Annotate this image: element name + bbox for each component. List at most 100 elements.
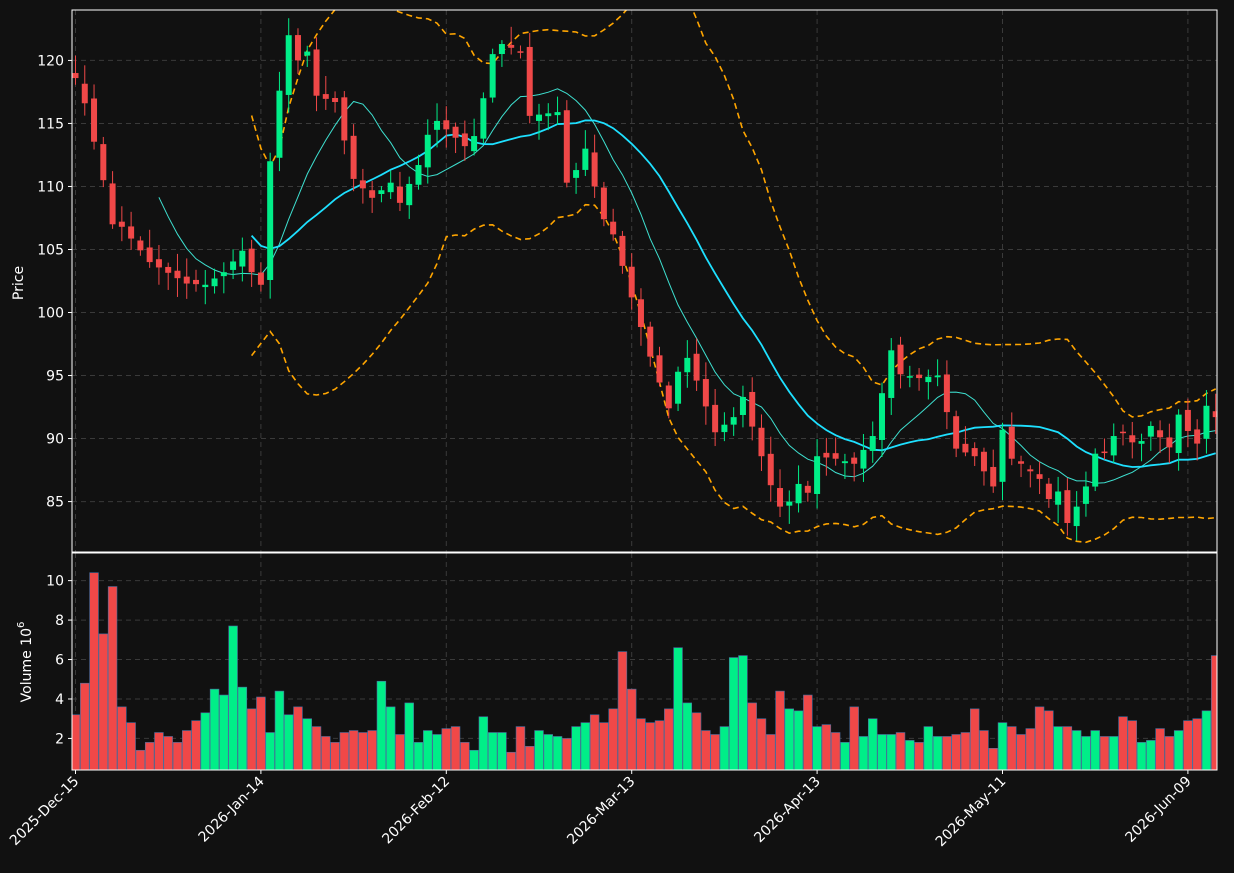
- candle-body: [100, 144, 107, 181]
- volume-bar: [766, 734, 776, 770]
- candle-body: [489, 54, 496, 98]
- volume-bar: [395, 734, 405, 770]
- volume-bar: [348, 730, 359, 770]
- volume-bar: [209, 688, 220, 770]
- candle-body: [1082, 486, 1089, 504]
- volume-bar: [246, 708, 257, 770]
- volume-bar: [117, 706, 127, 770]
- volume-bar: [877, 734, 887, 770]
- candle-body: [1203, 405, 1210, 439]
- volume-bar: [1090, 730, 1100, 770]
- volume-bar: [1155, 728, 1165, 770]
- volume-bar: [830, 732, 841, 770]
- candle-body: [906, 376, 913, 378]
- candle-body: [665, 385, 672, 409]
- volume-bar: [274, 690, 285, 770]
- volume-bar: [886, 734, 896, 770]
- volume-tick-label: 8: [55, 613, 64, 629]
- volume-bars: [72, 572, 1217, 770]
- candle-body: [721, 424, 728, 433]
- candle-body: [693, 353, 700, 381]
- candle-body: [888, 350, 895, 398]
- candle-body: [758, 427, 765, 457]
- volume-plot-area: [72, 572, 1217, 770]
- volume-tick-label: 10: [46, 574, 64, 590]
- candle-body: [415, 165, 422, 185]
- volume-bar: [219, 694, 229, 770]
- volume-bar: [932, 736, 943, 770]
- volume-bar: [182, 730, 192, 770]
- volume-bar: [1146, 740, 1156, 770]
- volume-bar: [701, 730, 711, 770]
- volume-tick-label: 6: [55, 653, 64, 669]
- candle-body: [767, 453, 774, 486]
- volume-bar: [385, 706, 396, 770]
- bollinger-upper-line: [250, 10, 1217, 418]
- volume-bar: [691, 712, 702, 770]
- volume-bar: [478, 716, 489, 770]
- candle-body: [313, 49, 320, 96]
- volume-bar: [293, 706, 303, 770]
- volume-bar: [339, 732, 350, 770]
- volume-bar: [617, 651, 628, 770]
- volume-bar: [969, 708, 980, 770]
- candles: [72, 18, 1217, 541]
- candle-body: [91, 98, 98, 142]
- candle-body: [146, 247, 153, 263]
- volume-bar: [1062, 726, 1073, 770]
- volume-bar: [107, 586, 118, 770]
- volume-bar: [1183, 720, 1193, 770]
- candle-body: [962, 443, 969, 453]
- candle-body: [545, 113, 552, 117]
- volume-bar: [719, 726, 730, 770]
- volume-bar: [793, 710, 804, 770]
- candle-body: [165, 266, 172, 273]
- volume-bar: [858, 736, 869, 770]
- volume-bar: [960, 732, 971, 770]
- price-tick-label: 115: [37, 116, 64, 132]
- candle-body: [406, 183, 413, 206]
- candle-body: [610, 221, 617, 235]
- candle-body: [1120, 431, 1127, 434]
- candle-body: [619, 235, 626, 266]
- candle-body: [452, 126, 459, 138]
- volume-bar: [126, 722, 136, 770]
- volume-bar: [497, 732, 507, 770]
- candle-body: [155, 259, 162, 268]
- volume-bar: [284, 714, 294, 770]
- volume-bar: [98, 633, 109, 770]
- volume-bar: [849, 706, 859, 770]
- candle-body: [378, 190, 385, 194]
- volume-bar: [1099, 736, 1110, 770]
- volume-bar: [1201, 710, 1212, 770]
- volume-bar: [460, 742, 470, 770]
- candle-body: [202, 284, 209, 288]
- volume-bar: [228, 625, 238, 770]
- candle-body: [730, 417, 737, 425]
- candle-body: [1055, 491, 1062, 505]
- volume-bar: [237, 686, 248, 770]
- candle-body: [712, 404, 719, 433]
- volume-bar: [812, 726, 822, 770]
- candle-body: [832, 453, 839, 459]
- volume-bar: [487, 732, 498, 770]
- candle-body: [573, 170, 580, 178]
- volume-bar: [450, 726, 461, 770]
- candle-body: [424, 134, 431, 168]
- volume-bar: [979, 730, 989, 770]
- candle-body: [72, 73, 79, 79]
- price-tick-label: 120: [37, 53, 64, 69]
- bollinger-lower-line: [250, 203, 1216, 544]
- volume-bar: [525, 746, 535, 770]
- candle-body: [1073, 506, 1080, 527]
- volume-bar: [265, 732, 275, 770]
- volume-bar: [682, 702, 693, 770]
- candle-body: [128, 226, 135, 239]
- candle-body: [749, 391, 756, 427]
- volume-bar: [923, 726, 934, 770]
- volume-bar: [172, 742, 183, 770]
- candle-body: [322, 94, 329, 99]
- volume-bar: [1173, 730, 1184, 770]
- volume-bar: [1053, 726, 1063, 770]
- volume-tick-label: 4: [55, 692, 64, 708]
